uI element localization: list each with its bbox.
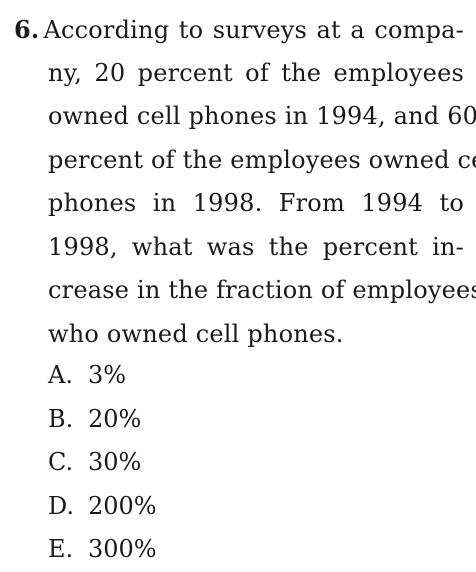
question-text: According to surveys at a compa- — [43, 16, 464, 44]
option-text: 20% — [88, 404, 142, 433]
question-line: who owned cell phones. — [48, 319, 344, 348]
question-line: 1998, what was the percent in- — [48, 232, 464, 261]
option-text: 200% — [88, 491, 157, 520]
question-line: ny, 20 percent of the employees — [48, 58, 464, 87]
option-a[interactable]: A. 3% — [48, 354, 157, 398]
option-letter: B. — [48, 404, 74, 433]
option-letter: E. — [48, 535, 74, 563]
option-text: 3% — [88, 361, 127, 389]
option-letter: A. — [48, 361, 73, 389]
option-e[interactable]: E. 300% — [48, 528, 157, 572]
question-block: 6. According to surveys at a compa- ny, 2… — [14, 8, 476, 356]
question-line: 6. According to surveys at a compa- — [14, 8, 464, 52]
question-line: phones in 1998. From 1994 to — [48, 189, 464, 217]
option-letter: C. — [48, 448, 74, 476]
question-number: 6. — [14, 15, 40, 44]
option-d[interactable]: D. 200% — [48, 485, 157, 529]
question-line: percent of the employees owned cell — [48, 145, 476, 174]
option-text: 300% — [88, 535, 157, 563]
question-line: crease in the fraction of employees — [48, 276, 476, 304]
question-line: owned cell phones in 1994, and 60 — [48, 102, 476, 130]
option-c[interactable]: C. 30% — [48, 441, 157, 485]
answer-options: A. 3% B. 20% C. 30% D. 200% E. 300% — [48, 354, 157, 572]
option-letter: D. — [48, 491, 75, 520]
option-text: 30% — [88, 448, 142, 476]
option-b[interactable]: B. 20% — [48, 398, 157, 442]
